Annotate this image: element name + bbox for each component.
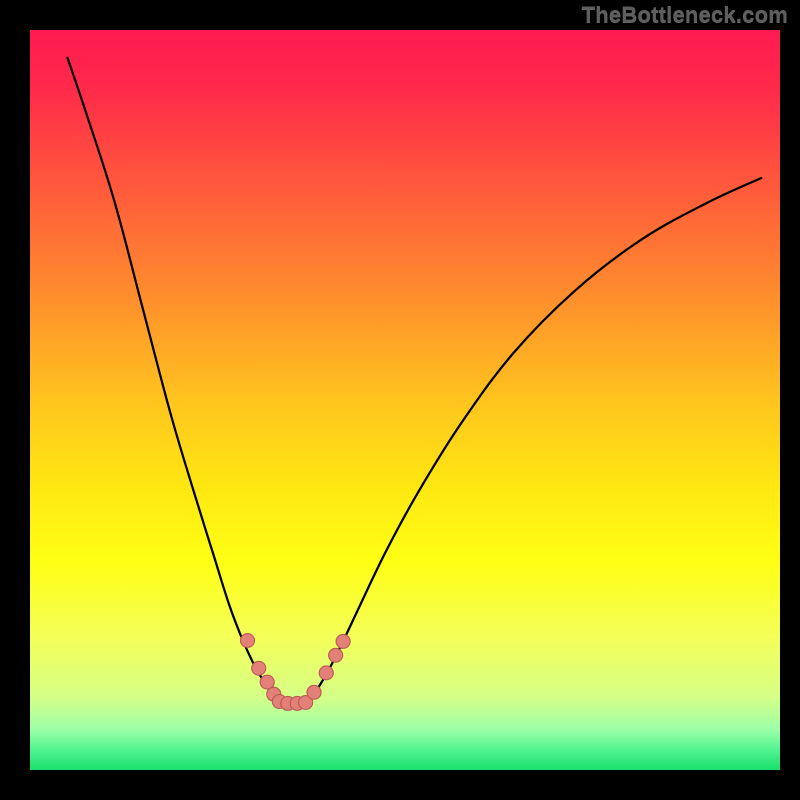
plot-area <box>30 30 780 770</box>
marker-right-arm-1 <box>319 666 333 680</box>
marker-left-arm-lower <box>252 661 266 675</box>
watermark-text: TheBottleneck.com <box>582 2 788 28</box>
marker-valley-right-edge <box>307 685 321 699</box>
chart-frame <box>0 0 800 800</box>
bottleneck-curve <box>68 58 762 703</box>
marker-group <box>240 634 350 711</box>
marker-right-arm-3 <box>336 634 350 648</box>
marker-right-arm-2 <box>329 648 343 662</box>
marker-left-arm-upper <box>240 634 254 648</box>
curve-layer <box>30 30 780 770</box>
